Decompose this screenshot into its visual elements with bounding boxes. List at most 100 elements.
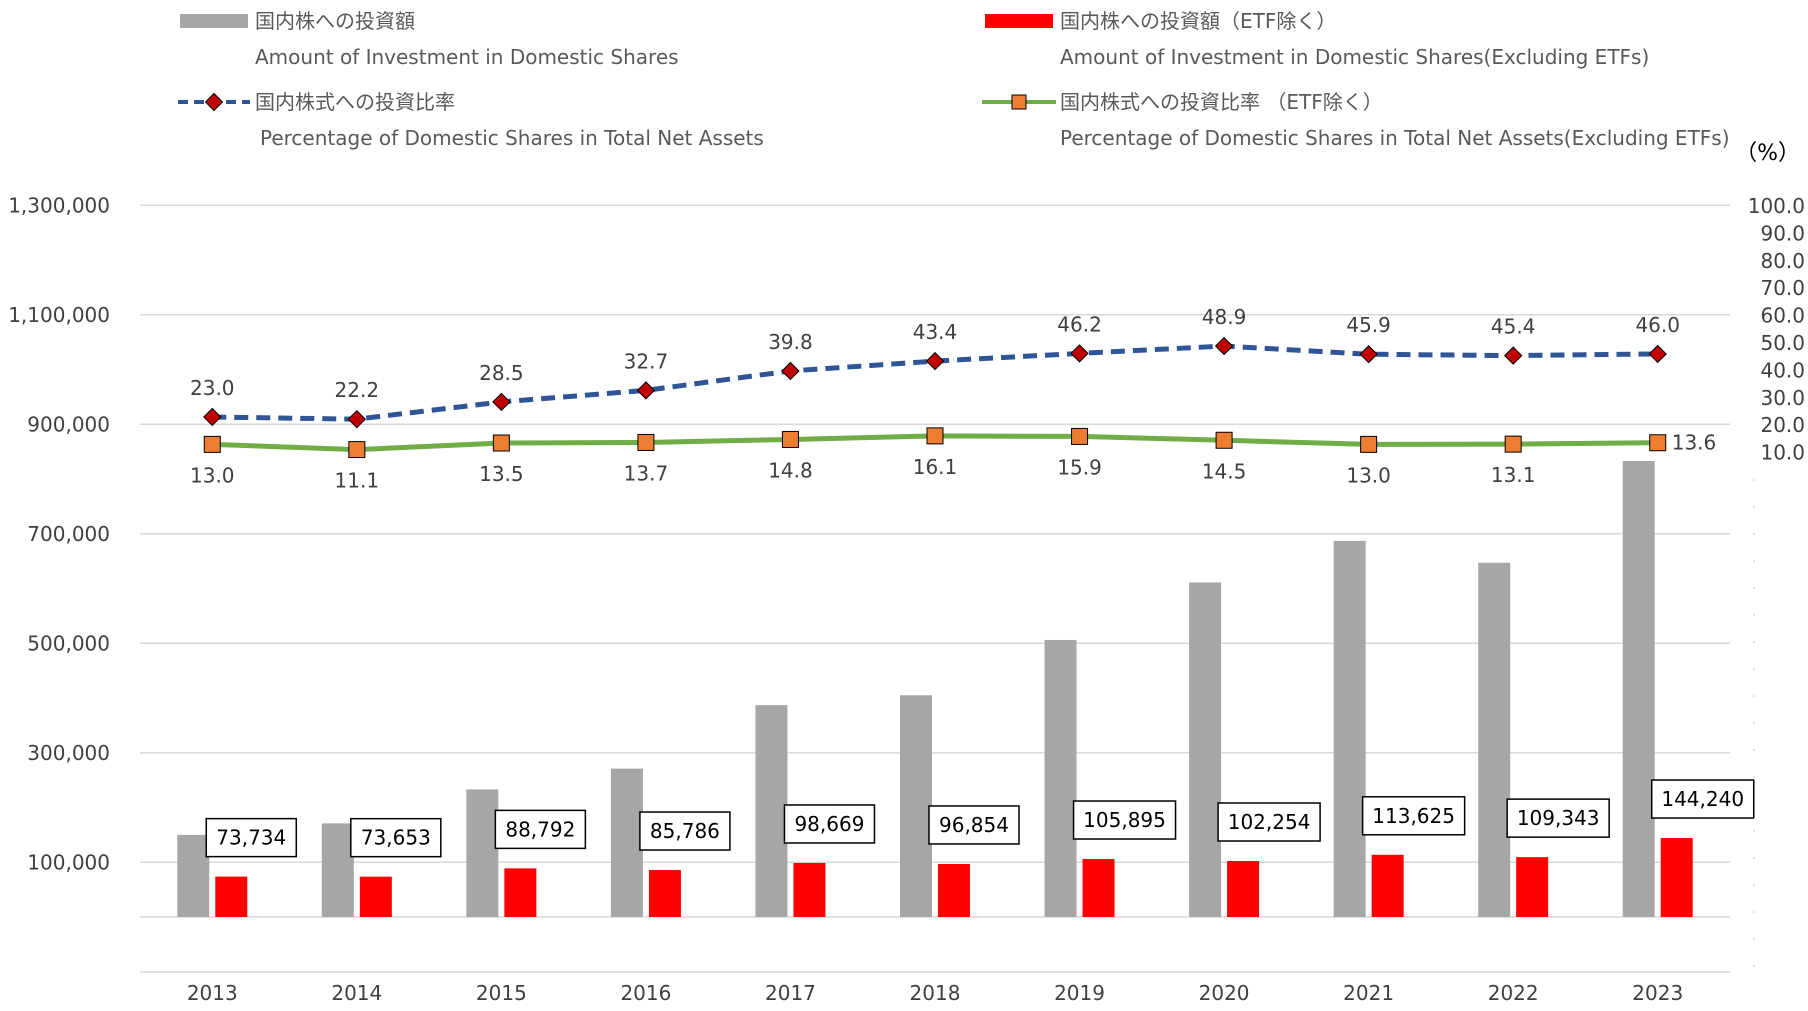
- bar-excl-etf-investment: [1516, 857, 1549, 917]
- ratio-excl-etf-marker: [203, 435, 221, 453]
- ratio-marker: [1648, 344, 1667, 364]
- ratio-excl-etf-data-label: 13.0: [1346, 463, 1391, 487]
- ratio-excl-etf-marker: [492, 434, 510, 452]
- data-label-box: [1650, 779, 1755, 819]
- ratio-line: [212, 343, 1658, 422]
- bar-excl-etf-investment: [1227, 861, 1260, 917]
- right-axis-minor-mark: [1753, 830, 1755, 832]
- ratio-marker: [781, 361, 800, 381]
- legend-entry-excl-etf-investment: 国内株への投資額（ETF除く） Amount of Investment in …: [1060, 6, 1649, 72]
- data-label-box: [639, 811, 731, 851]
- data-label-box: [1072, 800, 1177, 840]
- bar-total-investment: [321, 823, 354, 917]
- right-axis-minor-mark: [1753, 479, 1755, 481]
- legend-entry-ratio-excl-etf: 国内株式への投資比率 （ETF除く） Percentage of Domesti…: [1060, 87, 1730, 153]
- ratio-excl-etf-data-label: 13.6: [1672, 431, 1717, 455]
- x-axis-tick-label: 2018: [910, 981, 961, 1005]
- data-label-box: [783, 804, 876, 844]
- x-axis-tick-label: 2013: [187, 981, 238, 1005]
- bar-total-investment: [1044, 639, 1077, 917]
- bar-total-investment: [1622, 460, 1655, 917]
- legend-label-en: Percentage of Domestic Shares in Total N…: [1060, 126, 1730, 150]
- data-label-box: [1506, 798, 1610, 838]
- right-axis-minor-mark: [1753, 533, 1755, 535]
- right-axis-minor-mark: [1753, 560, 1755, 562]
- data-label-excl-etf: 73,734: [216, 826, 286, 850]
- data-label-box: [1361, 796, 1466, 836]
- ratio-data-label: 43.4: [913, 320, 958, 344]
- ratio-marker: [925, 351, 945, 371]
- legend-swatch-ratio-excl-etf-line: [982, 94, 1056, 110]
- right-axis-tick-label: 10.0: [1760, 441, 1805, 465]
- x-axis-tick-label: 2021: [1343, 981, 1394, 1005]
- ratio-excl-etf-data-label: 13.1: [1491, 463, 1536, 487]
- data-label-excl-etf: 96,854: [939, 813, 1009, 837]
- ratio-excl-etf-marker: [1504, 435, 1522, 453]
- right-axis-minor-mark: [1753, 776, 1755, 778]
- right-axis-unit: （%）: [1735, 141, 1800, 166]
- right-axis-minor-mark: [1753, 587, 1755, 589]
- right-axis-minor-mark: [1753, 749, 1755, 751]
- data-label-excl-etf: 105,895: [1083, 808, 1166, 832]
- legend-entry-total-investment: 国内株への投資額 Amount of Investment in Domesti…: [255, 6, 679, 72]
- right-axis-minor-mark: [1753, 857, 1755, 859]
- data-label-excl-etf: 144,240: [1661, 787, 1744, 811]
- data-label-excl-etf: 109,343: [1517, 806, 1600, 830]
- left-axis-tick-label: 1,100,000: [8, 303, 110, 327]
- legend-label-jp: 国内株式への投資比率 （ETF除く）: [1060, 90, 1383, 114]
- ratio-data-label: 45.4: [1491, 315, 1536, 339]
- data-label-excl-etf: 98,669: [794, 812, 864, 836]
- ratio-excl-etf-marker: [781, 430, 799, 448]
- legend-label-jp: 国内株への投資額（ETF除く）: [1060, 9, 1337, 33]
- ratio-excl-etf-data-label: 11.1: [335, 469, 380, 493]
- x-axis-tick-label: 2019: [1054, 981, 1105, 1005]
- ratio-marker: [347, 409, 367, 429]
- bar-excl-etf-investment: [938, 863, 970, 917]
- right-axis-tick-label: 50.0: [1760, 331, 1805, 355]
- right-axis-minor-mark: [1753, 803, 1755, 805]
- bar-total-investment: [466, 789, 499, 917]
- ratio-marker: [1214, 336, 1234, 356]
- bar-excl-etf-investment: [215, 876, 248, 917]
- x-axis-tick-label: 2017: [765, 981, 816, 1005]
- ratio-excl-etf-marker: [348, 441, 366, 459]
- legend-swatch-ratio-line: [178, 92, 250, 112]
- legend-label-en: Amount of Investment in Domestic Shares(…: [1060, 45, 1650, 69]
- ratio-data-label: 23.0: [190, 376, 235, 400]
- ratio-data-label: 45.9: [1346, 313, 1391, 337]
- ratio-marker: [1359, 345, 1378, 364]
- bar-excl-etf-investment: [359, 876, 392, 917]
- bar-excl-etf-investment: [1082, 859, 1115, 917]
- ratio-marker: [1503, 346, 1523, 365]
- right-axis-minor-mark: [1753, 722, 1755, 724]
- legend-swatch-total-bar: [180, 14, 248, 28]
- ratio-excl-etf-data-label: 13.5: [479, 462, 524, 486]
- data-label-box: [1217, 802, 1321, 842]
- left-axis-tick-label: 900,000: [27, 412, 110, 436]
- ratio-excl-etf-data-label: 16.1: [913, 455, 958, 479]
- right-axis-tick-label: 80.0: [1760, 249, 1805, 273]
- bar-total-investment: [610, 768, 643, 917]
- ratio-data-label: 28.5: [479, 361, 524, 385]
- ratio-excl-etf-marker: [926, 427, 944, 445]
- legend-label-en: Amount of Investment in Domestic Shares: [255, 45, 679, 69]
- left-axis-tick-label: 700,000: [27, 522, 110, 546]
- ratio-excl-etf-marker: [1360, 435, 1378, 453]
- data-label-excl-etf: 88,792: [505, 817, 575, 841]
- left-axis-tick-label: 500,000: [27, 631, 110, 655]
- ratio-marker: [636, 381, 656, 400]
- bar-total-investment: [1478, 562, 1511, 917]
- right-axis-tick-label: 60.0: [1760, 304, 1805, 328]
- right-axis-minor-mark: [1753, 938, 1755, 940]
- data-label-excl-etf: 85,786: [650, 819, 720, 843]
- right-axis-minor-mark: [1753, 965, 1755, 967]
- ratio-excl-etf-marker: [1649, 434, 1667, 452]
- bar-excl-etf-investment: [1371, 854, 1404, 917]
- left-axis-tick-label: 300,000: [27, 741, 110, 765]
- right-axis-tick-label: 20.0: [1760, 413, 1805, 437]
- x-axis-tick-label: 2014: [331, 981, 382, 1005]
- right-axis-minor-mark: [1753, 668, 1755, 670]
- right-axis-minor-mark: [1753, 911, 1755, 913]
- x-axis-tick-label: 2015: [476, 981, 527, 1005]
- bar-excl-etf-investment: [793, 862, 826, 917]
